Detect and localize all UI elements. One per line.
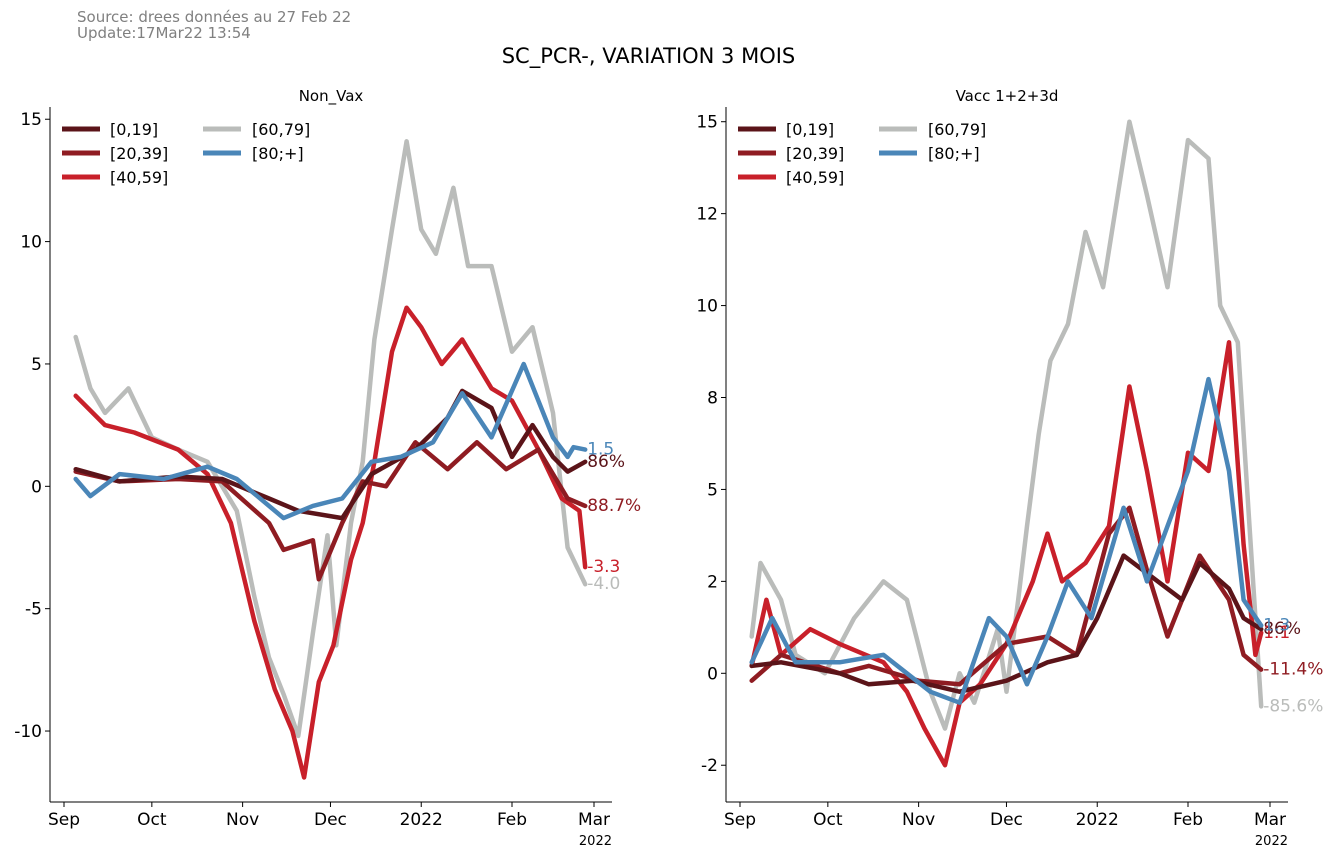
x-year-label: 2022 xyxy=(579,834,612,849)
source-note: Source: drees données au 27 Feb 22 Updat… xyxy=(77,9,351,41)
x-tick-label: Sep xyxy=(48,810,80,830)
x-tick-label: Feb xyxy=(497,810,527,830)
series-end-label: 86% xyxy=(587,452,625,472)
x-tick-label: 2022 xyxy=(1076,810,1119,830)
x-tick-label: Oct xyxy=(813,810,843,830)
legend-label: [40,59] xyxy=(110,168,168,187)
series-line xyxy=(73,305,588,780)
y-tick-label: 2 xyxy=(707,572,718,592)
y-tick-label: 12 xyxy=(696,205,718,225)
y-tick-label: 5 xyxy=(31,355,42,375)
y-tick-label: 5 xyxy=(707,480,718,500)
series-line xyxy=(73,361,588,521)
series-end-label: 86% xyxy=(1263,619,1301,639)
x-tick-label: Feb xyxy=(1173,810,1203,830)
legend-label: [80;+] xyxy=(252,144,304,163)
legend-label: [20,39] xyxy=(786,144,844,163)
legend-label: [60,79] xyxy=(928,120,986,139)
series-line xyxy=(73,388,588,521)
x-tick-label: Nov xyxy=(902,810,935,830)
x-tick-label: Dec xyxy=(314,810,347,830)
series-end-label: -11.4% xyxy=(1263,660,1323,680)
legend-label: [80;+] xyxy=(928,144,980,163)
panel-title: Non_Vax xyxy=(299,87,364,106)
series-end-label: -4.0 xyxy=(587,574,620,594)
series-end-label: -85.6% xyxy=(1263,696,1323,716)
legend-label: [60,79] xyxy=(252,120,310,139)
chart-panel-2: Vacc 1+2+3d 15 12 10 8 5 2 0 -2 Sep Oct Nov Dec 2022 F… xyxy=(696,87,1323,849)
x-tick-label: Oct xyxy=(137,810,167,830)
main-title: SC_PCR-, VARIATION 3 MOIS xyxy=(501,44,796,68)
y-tick-label: -2 xyxy=(701,756,718,776)
legend-label: [0,19] xyxy=(110,120,158,139)
series-end-label: 1.5 xyxy=(587,440,614,460)
legend: [0,19] [20,39] [40,59] [60,79] [80;+] xyxy=(738,120,986,187)
y-tick-label: 8 xyxy=(707,389,718,409)
legend: [0,19] [20,39] [40,59] [60,79] [80;+] xyxy=(62,120,310,187)
legend-label: [40,59] xyxy=(786,168,844,187)
source-text: Source: drees données au 27 Feb 22 xyxy=(77,8,352,26)
y-tick-label: 10 xyxy=(20,233,42,253)
y-tick-label: 10 xyxy=(696,297,718,317)
series-line xyxy=(749,119,1264,731)
panel-title: Vacc 1+2+3d xyxy=(956,87,1059,105)
y-tick-label: -10 xyxy=(14,722,42,742)
x-tick-label: Sep xyxy=(724,810,756,830)
series-line xyxy=(749,553,1264,694)
y-tick-label: -5 xyxy=(25,600,42,620)
x-tick-label: Nov xyxy=(226,810,259,830)
y-tick-label: 15 xyxy=(20,110,42,130)
x-tick-label: Mar xyxy=(578,810,610,830)
x-tick-label: Dec xyxy=(990,810,1023,830)
legend-label: [0,19] xyxy=(786,120,834,139)
update-text: Update:17Mar22 13:54 xyxy=(77,24,251,42)
y-tick-label: 15 xyxy=(696,113,718,133)
y-tick-label: 0 xyxy=(31,477,42,497)
x-tick-label: 2022 xyxy=(400,810,443,830)
series-line xyxy=(749,376,1264,705)
chart-panel-1: Non_Vax 15 10 5 0 -5 -10 Sep Oct Nov Dec 2022 Feb Mar… xyxy=(14,87,641,849)
y-tick-label: 0 xyxy=(707,664,718,684)
x-tick-label: Mar xyxy=(1254,810,1286,830)
legend-label: [20,39] xyxy=(110,144,168,163)
series-line xyxy=(749,340,1264,768)
series-end-label: 88.7% xyxy=(587,496,641,516)
series-end-label: 1.1 xyxy=(1263,623,1290,643)
x-year-label: 2022 xyxy=(1255,834,1288,849)
series-end-label: -3.3 xyxy=(587,557,620,577)
series-end-label: 1.3 xyxy=(1263,615,1290,635)
